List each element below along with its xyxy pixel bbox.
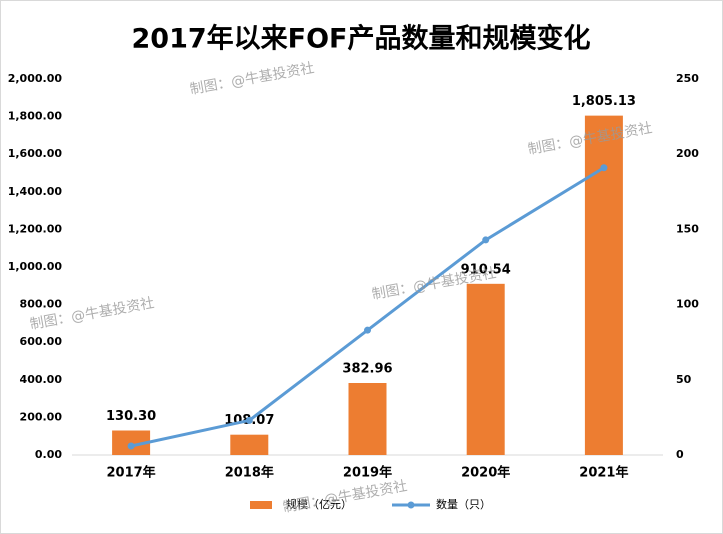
y-tick-label: 1,200.00 xyxy=(8,222,63,235)
bar xyxy=(230,434,269,455)
y-tick-label: 200.00 xyxy=(20,410,63,423)
y2-tick-label: 100 xyxy=(676,298,699,311)
line-marker xyxy=(245,416,253,424)
line-marker xyxy=(364,326,371,334)
y2-tick-label: 50 xyxy=(676,373,692,386)
y-tick-label: 1,400.00 xyxy=(8,185,63,198)
y2-tick-label: 200 xyxy=(676,147,699,160)
y-tick-label: 0.00 xyxy=(35,448,62,461)
y-tick-label: 1,800.00 xyxy=(8,110,63,123)
chart-title: 2017年以来FOF产品数量和规模变化 xyxy=(132,23,591,55)
y-tick-label: 1,600.00 xyxy=(8,147,63,160)
value-label: 910.54 xyxy=(461,262,511,277)
x-tick-label: 2021年 xyxy=(579,465,628,481)
y-tick-label: 800.00 xyxy=(20,298,63,311)
y-tick-label: 600.00 xyxy=(20,335,63,348)
y2-tick-label: 250 xyxy=(676,72,699,85)
y2-tick-label: 0 xyxy=(676,448,684,461)
legend-label: 数量（只） xyxy=(436,498,491,511)
y-tick-label: 2,000.00 xyxy=(8,72,63,85)
x-tick-label: 2017年 xyxy=(107,465,156,481)
y2-tick-label: 150 xyxy=(676,222,699,235)
legend-label: 规模（亿元） xyxy=(286,497,352,511)
value-label: 130.30 xyxy=(106,409,156,424)
y-tick-label: 400.00 xyxy=(20,373,63,386)
x-tick-label: 2018年 xyxy=(225,465,274,481)
line-marker xyxy=(600,164,608,172)
y-tick-label: 1,000.00 xyxy=(8,260,63,273)
bar xyxy=(584,115,623,455)
legend-swatch xyxy=(250,501,272,509)
value-label: 382.96 xyxy=(342,362,392,377)
bar xyxy=(348,383,387,455)
legend-swatch-marker xyxy=(407,501,415,509)
line-marker xyxy=(127,442,135,450)
x-tick-label: 2020年 xyxy=(461,465,510,481)
line-marker xyxy=(482,236,490,244)
x-tick-label: 2019年 xyxy=(343,465,392,481)
value-label: 1,805.13 xyxy=(572,94,636,109)
bar xyxy=(466,283,505,455)
